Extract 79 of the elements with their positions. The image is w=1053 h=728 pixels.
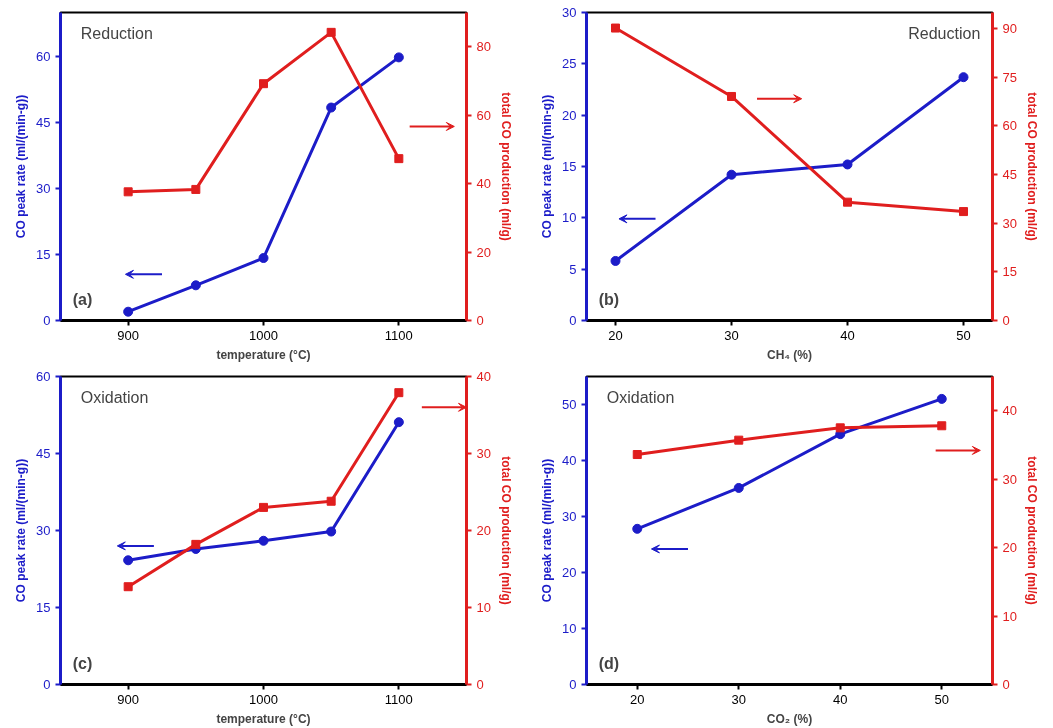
x-axis-title: CO₂ (%)	[766, 711, 813, 726]
y2-tick-label: 20	[1002, 540, 1017, 556]
y-tick-label: 15	[36, 247, 51, 262]
y2-tick-label: 15	[1002, 264, 1017, 280]
y-tick-label: 45	[36, 446, 51, 461]
y2-tick-label: 40	[476, 369, 491, 384]
annotation: Reduction	[80, 24, 153, 42]
y-tick-label: 0	[569, 313, 577, 328]
y2-tick-label: 90	[1002, 21, 1017, 37]
y-tick-label: 15	[36, 600, 51, 615]
y-axis-title: CO peak rate (ml/(min-g))	[540, 94, 555, 239]
y2-tick-label: 40	[476, 176, 491, 192]
x-tick-label: 1100	[384, 327, 413, 343]
y2-tick-label: 30	[1002, 215, 1017, 231]
y-tick-label: 30	[36, 181, 51, 196]
y-tick-label: 45	[36, 115, 51, 130]
y2-tick-label: 10	[476, 600, 491, 615]
y-axis-title: CO peak rate (ml/(min-g))	[14, 458, 29, 603]
y-tick-label: 0	[43, 677, 51, 692]
annotation: (c)	[72, 655, 93, 673]
x-tick-label: 30	[731, 691, 746, 707]
x-tick-label: 40	[840, 327, 855, 343]
x-tick-label: 1000	[249, 691, 278, 707]
y2-tick-label: 40	[1002, 403, 1017, 419]
y-tick-label: 10	[562, 210, 577, 226]
x-tick-label: 1100	[384, 691, 413, 707]
y-tick-label: 15	[562, 159, 577, 174]
y-axis-title: CO peak rate (ml/(min-g))	[14, 94, 29, 239]
y2-axis-title: total CO production (ml/g)	[1024, 92, 1039, 241]
x-tick-label: 50	[956, 327, 971, 343]
y2-tick-label: 0	[476, 677, 484, 692]
y-tick-label: 40	[562, 453, 577, 468]
y-tick-label: 20	[562, 107, 577, 123]
y-tick-label: 30	[562, 5, 577, 20]
x-tick-label: 20	[608, 327, 623, 343]
annotation: (a)	[72, 291, 93, 309]
y2-tick-label: 60	[1002, 118, 1017, 134]
y2-tick-label: 75	[1002, 69, 1017, 85]
y2-tick-label: 60	[476, 107, 491, 123]
y-tick-label: 30	[562, 509, 577, 524]
y-tick-label: 20	[562, 565, 577, 580]
annotation: Oxidation	[80, 388, 149, 406]
y2-tick-label: 0	[476, 313, 484, 328]
y2-tick-label: 10	[1002, 608, 1017, 624]
annotation: (d)	[598, 655, 620, 673]
y-tick-label: 10	[562, 621, 577, 636]
y-axis-title: CO peak rate (ml/(min-g))	[540, 458, 555, 603]
y-tick-label: 25	[562, 56, 577, 72]
y2-tick-label: 0	[1002, 677, 1010, 692]
x-axis-title: temperature (°C)	[216, 347, 311, 362]
y-tick-label: 30	[36, 523, 51, 538]
x-tick-label: 20	[630, 691, 645, 707]
x-tick-label: 900	[117, 691, 140, 707]
y-tick-label: 5	[569, 261, 577, 277]
y2-tick-label: 45	[1002, 167, 1017, 183]
y-tick-label: 0	[569, 677, 577, 692]
y2-tick-label: 30	[476, 446, 491, 461]
y-tick-label: 60	[36, 369, 51, 384]
x-tick-label: 900	[117, 327, 140, 343]
annotation: Reduction	[908, 24, 981, 42]
annotation: Oxidation	[606, 388, 675, 406]
y2-tick-label: 80	[476, 39, 491, 55]
y-tick-label: 50	[562, 397, 577, 412]
y2-tick-label: 30	[1002, 471, 1017, 487]
annotation: (b)	[598, 291, 620, 309]
x-tick-label: 40	[833, 691, 848, 707]
x-axis-title: temperature (°C)	[216, 711, 311, 726]
y2-tick-label: 0	[1002, 313, 1010, 328]
y2-axis-title: total CO production (ml/g)	[498, 92, 513, 241]
y-tick-label: 0	[43, 313, 51, 328]
x-tick-label: 30	[724, 327, 739, 343]
x-tick-label: 50	[934, 691, 949, 707]
x-axis-title: CH₄ (%)	[766, 347, 813, 362]
y2-axis-title: total CO production (ml/g)	[498, 456, 513, 605]
y-tick-label: 60	[36, 49, 51, 64]
y2-tick-label: 20	[476, 523, 491, 538]
y2-tick-label: 20	[476, 244, 491, 260]
x-tick-label: 1000	[249, 327, 278, 343]
y2-axis-title: total CO production (ml/g)	[1024, 456, 1039, 605]
